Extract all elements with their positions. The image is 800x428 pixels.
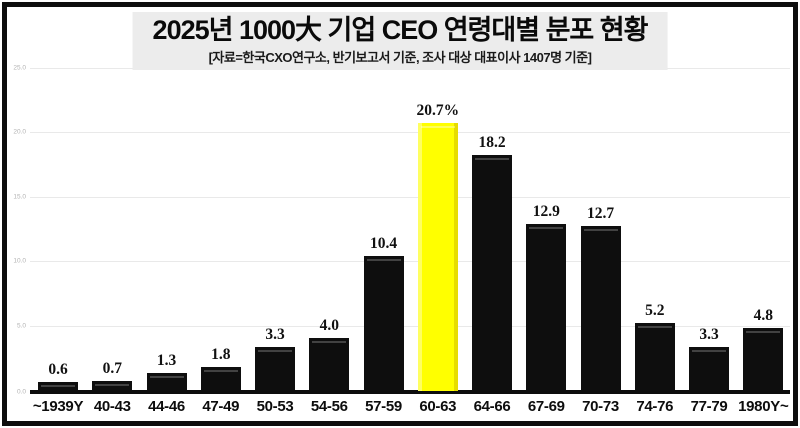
x-axis-label: 60-63: [419, 398, 457, 415]
bar-77-79: [689, 347, 729, 391]
bar-70-73: [580, 226, 621, 391]
x-axis-label: 1980Y~: [738, 398, 789, 415]
bar-value-label: 1.8: [211, 345, 231, 363]
bar-50-53: [255, 347, 295, 391]
bar-64-66: [472, 155, 512, 391]
bar-value-label: 18.2: [478, 134, 506, 152]
bar-value-label: 10.4: [369, 234, 398, 252]
y-axis-tick-label: 20.0: [13, 128, 26, 136]
x-axis-label: 44-46: [148, 398, 185, 415]
y-axis-tick-label: 0.0: [16, 388, 26, 396]
bar-value-label: 5.2: [645, 301, 665, 319]
bar-value-label: 4.8: [753, 307, 773, 325]
x-axis-label: 64-66: [473, 398, 511, 415]
x-axis-label: 57-59: [365, 398, 402, 415]
x-axis-label: 67-69: [527, 398, 565, 415]
x-axis-label: 74-76: [636, 398, 674, 415]
bar-value-label: 0.6: [48, 361, 68, 379]
gridline: [30, 196, 790, 198]
gridline: [30, 261, 790, 262]
chart-subtitle: [자료=한국CXO연구소, 반기보고서 기준, 조사 대상 대표이사 1407명…: [208, 50, 592, 66]
chart-title: 2025년 1000大 기업 CEO 연령대별 분포 현황: [152, 15, 649, 45]
bar-value-label: 12.9: [532, 202, 560, 220]
x-axis-label: ~1939Y: [32, 398, 84, 415]
bar-value-label: 3.3: [699, 326, 719, 344]
bar-value-label: 20.7%: [416, 101, 460, 119]
y-axis-tick-label: 5.0: [16, 322, 26, 329]
bar-value-label: 3.3: [265, 326, 285, 344]
x-axis-line: [30, 390, 790, 394]
bar-1980Y~: [743, 328, 784, 391]
x-axis-label: 50-53: [256, 398, 294, 415]
x-axis-label: 40-43: [93, 398, 131, 415]
bar-40-43: [92, 380, 133, 391]
gridline: [30, 132, 790, 133]
bar-value-label: 1.3: [156, 352, 177, 370]
x-axis-label: 70-73: [582, 398, 619, 415]
gridline: [30, 325, 790, 327]
bar-54-56: [309, 338, 350, 391]
title-panel: 2025년 1000大 기업 CEO 연령대별 분포 현황 [자료=한국CXO연…: [132, 12, 668, 71]
bar-74-76: [634, 322, 675, 391]
x-axis-label: 54-56: [310, 398, 348, 415]
bar-67-69: [526, 223, 567, 391]
y-axis-tick-label: 10.0: [13, 257, 26, 265]
bar-value-label: 0.7: [102, 359, 122, 377]
bar-60-63: [417, 122, 458, 391]
y-axis-tick-label: 25.0: [13, 64, 26, 71]
x-axis-label: 47-49: [202, 398, 240, 415]
y-axis-tick-label: 15.0: [13, 193, 26, 200]
bar-57-59: [363, 255, 404, 391]
bar-value-label: 12.7: [586, 205, 615, 223]
bar-47-49: [200, 366, 241, 391]
bar-value-label: 4.0: [319, 317, 339, 335]
bar-~1939Y: [38, 382, 78, 391]
x-axis-label: 77-79: [690, 398, 728, 415]
bar-44-46: [146, 373, 187, 391]
